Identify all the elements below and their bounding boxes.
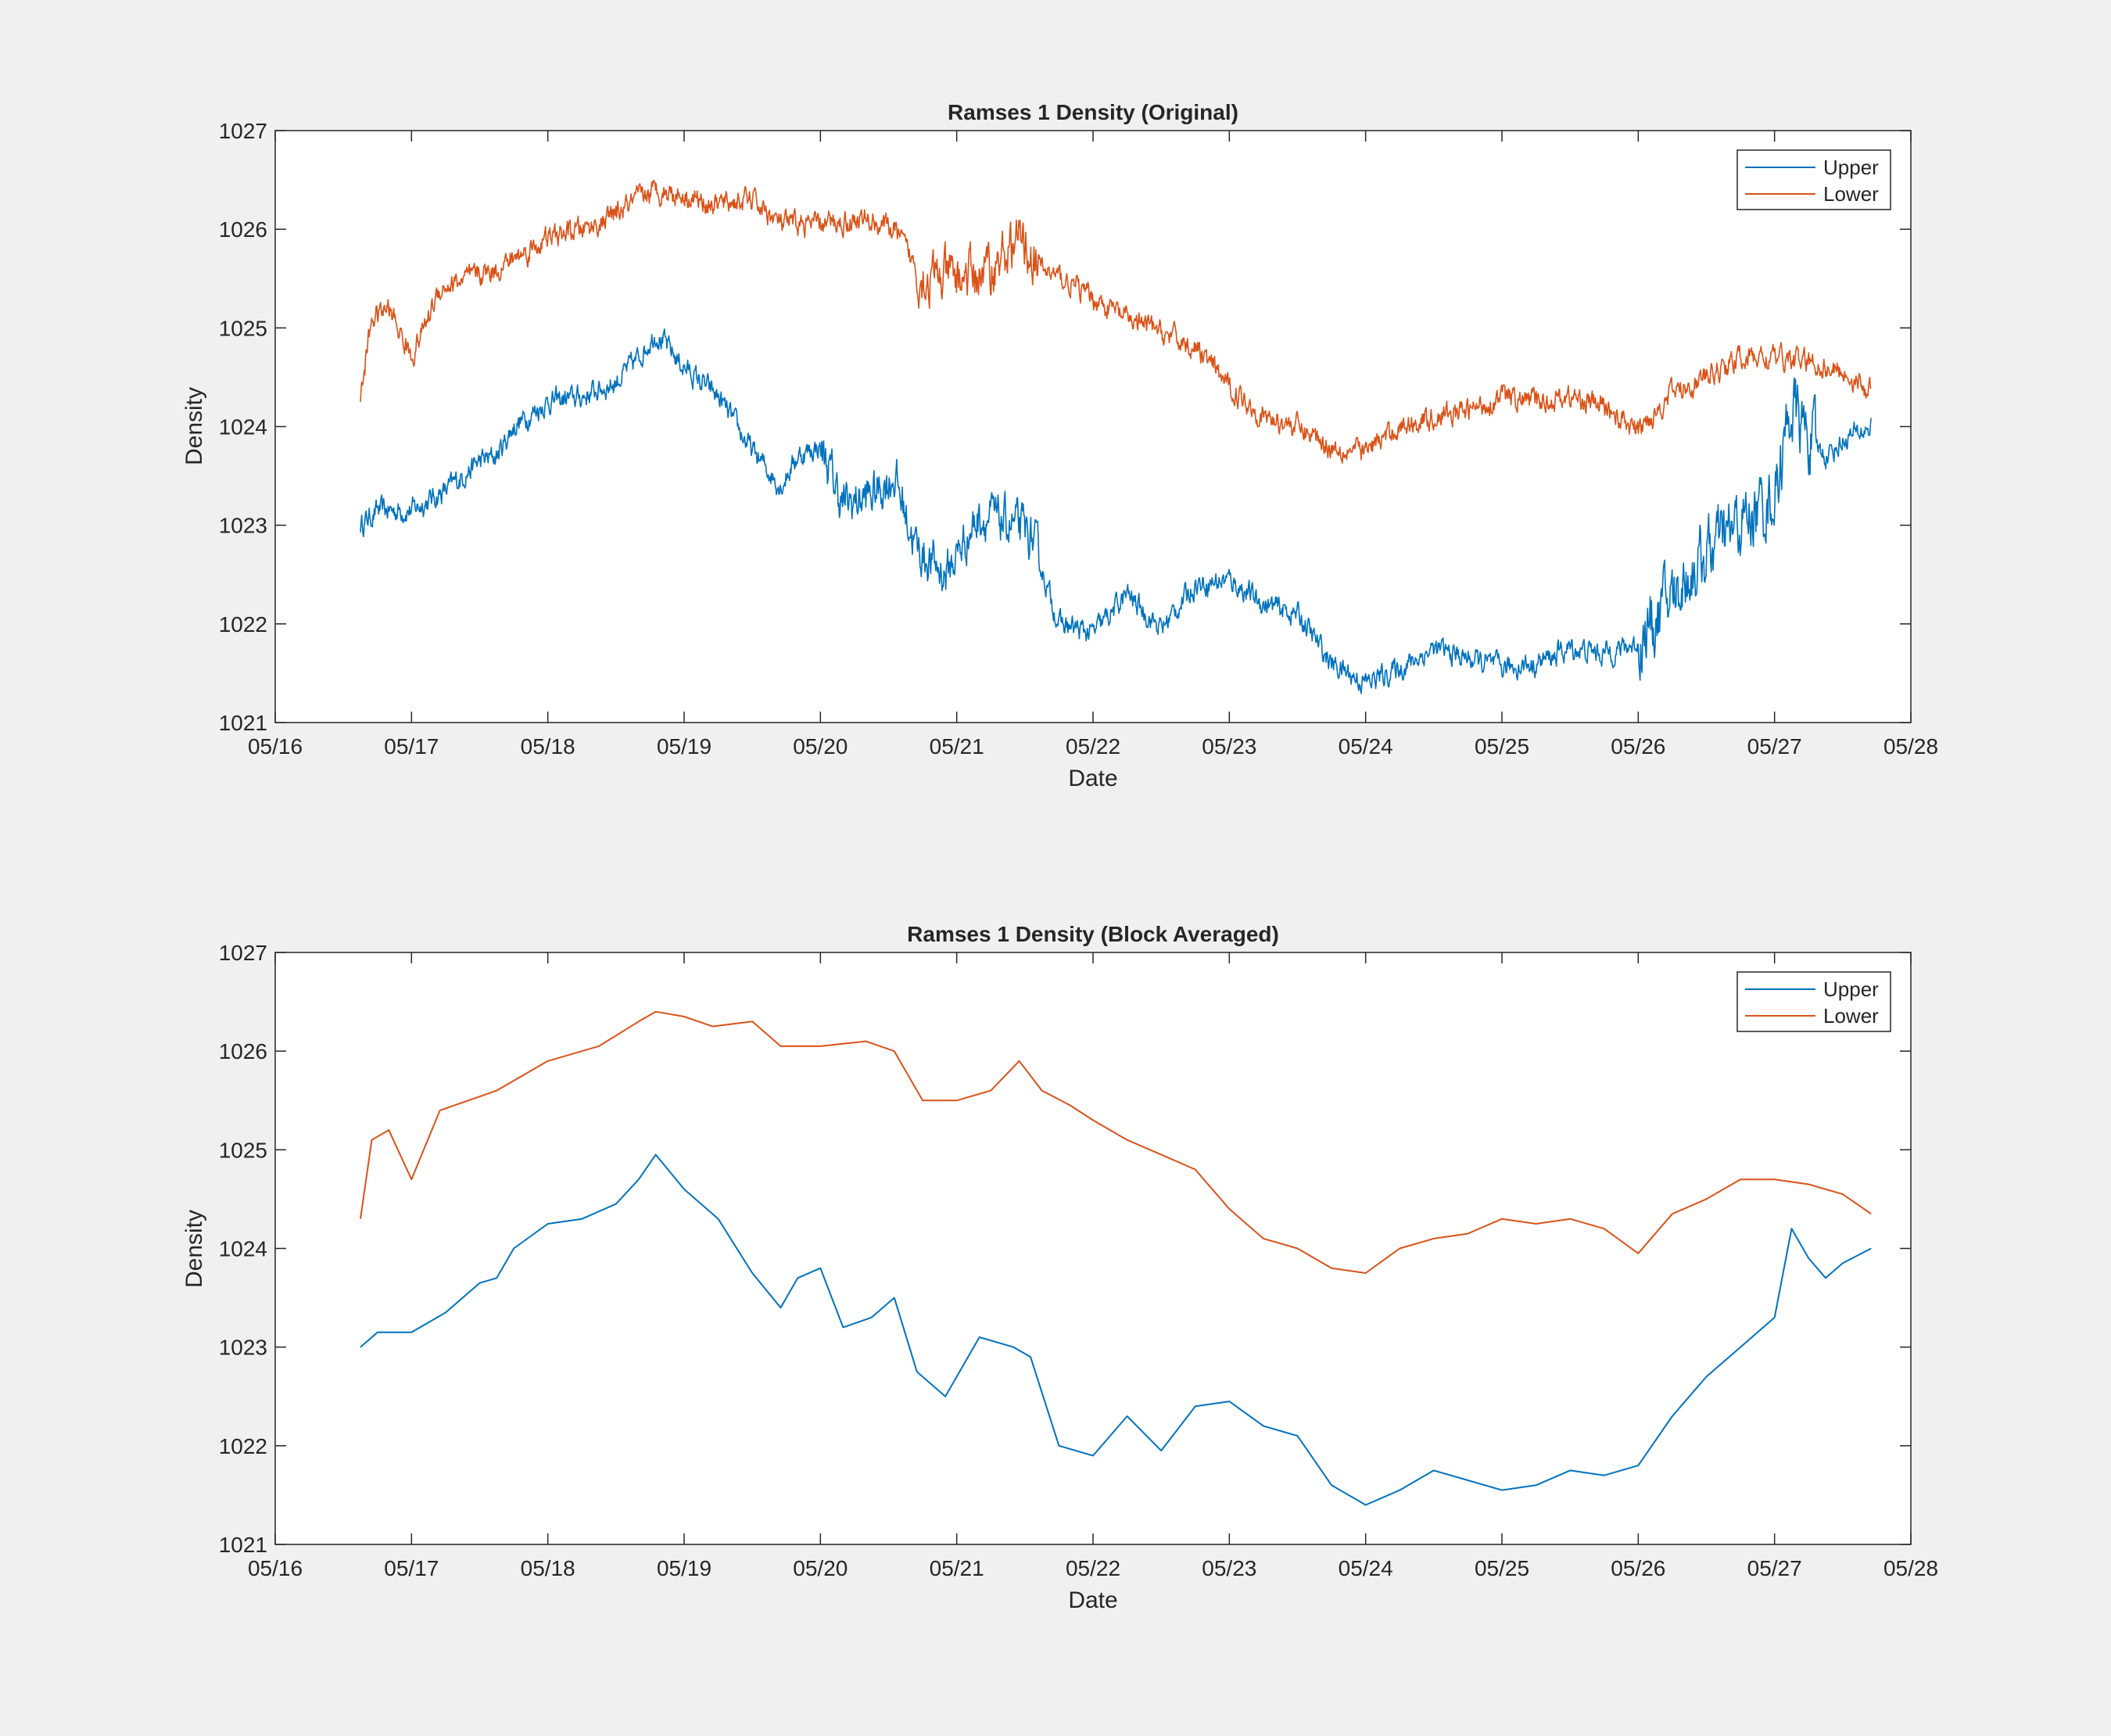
x-tick-label: 05/23	[1202, 1556, 1256, 1580]
series-layer	[360, 179, 1872, 694]
x-tick-label: 05/18	[521, 1556, 575, 1580]
y-tick-label: 1022	[219, 612, 267, 637]
x-tick-label: 05/28	[1883, 734, 1938, 759]
y-tick-label: 1023	[219, 514, 267, 538]
x-axis-label: Date	[1068, 766, 1117, 791]
x-tick-label: 05/19	[657, 734, 711, 759]
x-tick-label: 05/17	[384, 734, 439, 759]
y-tick-label: 1025	[219, 316, 267, 340]
x-tick-label: 05/21	[930, 1556, 984, 1580]
y-tick-label: 1023	[219, 1336, 267, 1360]
y-axis-label: Density	[181, 387, 207, 465]
chart-title: Ramses 1 Density (Original)	[948, 100, 1238, 124]
series-line-upper	[360, 1153, 1872, 1506]
x-axis-label: Date	[1068, 1587, 1117, 1613]
legend-label-lower: Lower	[1823, 1004, 1879, 1028]
x-tick-label: 05/27	[1747, 734, 1802, 759]
y-tick-label: 1021	[219, 1533, 267, 1557]
ticks-layer: 05/16 05/17 05/18 05/19 05/20 05/21 05/22 05/23…	[219, 941, 1938, 1580]
y-tick-label: 1021	[219, 711, 267, 735]
ticks-layer: 05/16 05/17 05/18 05/19 05/20 05/21 05/22 05/23…	[219, 119, 1938, 759]
legend: Upper Lower	[1736, 149, 1891, 210]
y-tick-label: 1027	[219, 119, 267, 143]
y-tick-label: 1025	[219, 1138, 267, 1162]
x-tick-label: 05/26	[1611, 734, 1665, 759]
y-tick-label: 1024	[219, 415, 267, 439]
y-tick-label: 1026	[219, 217, 267, 242]
x-tick-label: 05/22	[1066, 734, 1120, 759]
plot-area	[275, 952, 1911, 1544]
series-line-lower	[360, 1010, 1872, 1274]
y-tick-label: 1022	[219, 1434, 267, 1458]
axes-block-averaged: 05/16 05/17 05/18 05/19 05/20 05/21 05/22 05/23…	[181, 922, 1938, 1613]
legend-label-upper: Upper	[1823, 977, 1879, 1001]
x-tick-label: 05/20	[793, 734, 848, 759]
x-tick-label: 05/26	[1611, 1556, 1665, 1580]
legend-box	[1736, 149, 1891, 210]
x-tick-label: 05/25	[1475, 1556, 1529, 1580]
legend-label-upper: Upper	[1823, 156, 1879, 179]
x-tick-label: 05/25	[1475, 734, 1529, 759]
x-tick-label: 05/24	[1339, 734, 1393, 759]
series-layer	[360, 1010, 1872, 1506]
x-tick-label: 05/24	[1339, 1556, 1393, 1580]
series-line-upper	[360, 328, 1872, 694]
x-tick-label: 05/20	[793, 1556, 848, 1580]
x-tick-label: 05/23	[1202, 734, 1256, 759]
x-tick-label: 05/28	[1883, 1556, 1938, 1580]
plot-area	[275, 131, 1911, 723]
x-tick-label: 05/18	[521, 734, 575, 759]
y-tick-label: 1024	[219, 1237, 267, 1261]
y-tick-label: 1027	[219, 941, 267, 965]
chart-title: Ramses 1 Density (Block Averaged)	[907, 922, 1279, 946]
x-tick-label: 05/22	[1066, 1556, 1120, 1580]
x-tick-label: 05/17	[384, 1556, 439, 1580]
legend-box	[1736, 971, 1891, 1032]
x-tick-label: 05/16	[248, 734, 303, 759]
x-tick-label: 05/21	[930, 734, 984, 759]
x-tick-label: 05/27	[1747, 1556, 1802, 1580]
legend: Upper Lower	[1736, 971, 1891, 1032]
y-tick-label: 1026	[219, 1039, 267, 1063]
y-axis-label: Density	[181, 1210, 207, 1288]
axes-original: 05/16 05/17 05/18 05/19 05/20 05/21 05/22 05/23…	[181, 100, 1938, 791]
series-line-lower	[360, 179, 1872, 464]
x-tick-label: 05/16	[248, 1556, 303, 1580]
legend-label-lower: Lower	[1823, 182, 1879, 206]
x-tick-label: 05/19	[657, 1556, 711, 1580]
